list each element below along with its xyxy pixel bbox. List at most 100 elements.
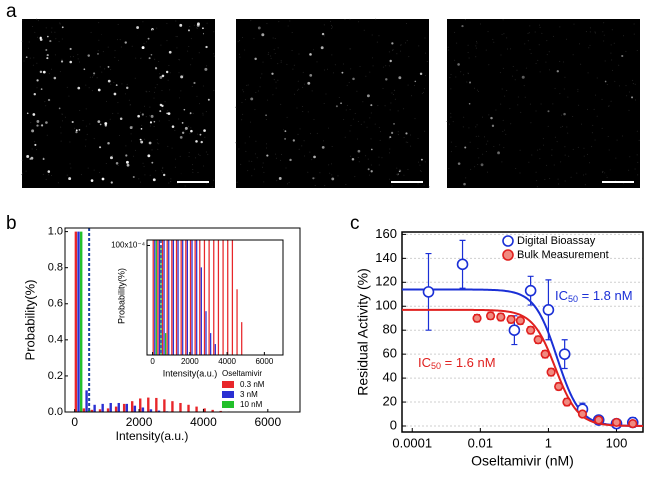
background-speck <box>374 123 376 125</box>
data-point <box>628 419 638 429</box>
background-speck <box>502 19 504 21</box>
fluorescent-spot <box>42 70 46 74</box>
background-speck <box>495 109 497 111</box>
background-speck <box>414 84 416 86</box>
fluorescent-spot <box>463 182 466 186</box>
fluorescent-spot <box>99 146 102 149</box>
background-speck <box>303 140 305 142</box>
fluorescent-spot <box>167 112 171 116</box>
background-speck <box>158 143 160 145</box>
background-speck <box>529 25 531 27</box>
background-speck <box>312 49 314 51</box>
background-speck <box>34 141 36 143</box>
background-speck <box>265 147 267 149</box>
background-speck <box>500 54 502 56</box>
background-speck <box>154 87 156 89</box>
background-speck <box>142 162 144 164</box>
background-speck <box>132 125 134 127</box>
background-speck <box>559 26 561 28</box>
background-speck <box>546 164 548 166</box>
bar <box>180 240 182 355</box>
background-speck <box>541 32 543 34</box>
background-speck <box>55 38 57 40</box>
background-speck <box>130 133 132 135</box>
fluorescent-spot <box>115 162 119 165</box>
background-speck <box>69 56 71 58</box>
background-speck <box>107 46 109 48</box>
y-tick-label: 0.2 <box>48 370 63 382</box>
background-speck <box>174 129 176 131</box>
fluorescent-spot <box>132 176 135 179</box>
background-speck <box>274 38 276 40</box>
fluorescent-spot <box>151 28 154 31</box>
background-speck <box>250 20 252 22</box>
background-speck <box>463 116 465 118</box>
fluorescent-spot <box>47 98 51 102</box>
background-speck <box>552 35 554 37</box>
background-speck <box>410 145 412 147</box>
background-speck <box>30 122 32 124</box>
background-speck <box>31 148 33 150</box>
fluorescent-spot <box>115 84 118 87</box>
plot-frame <box>64 227 301 413</box>
background-speck <box>487 140 489 142</box>
scale-bar-label: 100 μm <box>603 168 633 178</box>
background-speck <box>242 89 244 91</box>
fluorescent-spot <box>461 24 464 28</box>
background-speck <box>539 27 541 29</box>
background-speck <box>278 21 280 23</box>
background-speck <box>609 169 611 171</box>
bar <box>149 409 153 412</box>
fluorescent-spot <box>250 97 254 101</box>
background-speck <box>325 93 327 95</box>
background-speck <box>82 119 84 121</box>
background-speck <box>161 171 163 173</box>
background-speck <box>202 85 204 87</box>
data-point <box>456 258 469 271</box>
background-speck <box>632 79 634 81</box>
background-speck <box>178 72 180 74</box>
background-speck <box>468 57 470 59</box>
bar <box>231 240 234 355</box>
background-speck <box>206 183 208 185</box>
background-speck <box>376 41 378 43</box>
background-speck <box>612 69 614 71</box>
background-speck <box>403 174 405 176</box>
background-speck <box>21 174 23 176</box>
background-speck <box>46 134 48 136</box>
background-speck <box>499 72 501 74</box>
y-tick-label: 0.6 <box>48 298 63 310</box>
background-speck <box>51 31 53 33</box>
background-speck <box>281 153 283 155</box>
bar <box>114 406 118 412</box>
background-speck <box>560 114 562 116</box>
background-speck <box>460 71 462 73</box>
background-speck <box>241 102 243 104</box>
background-speck <box>167 145 169 147</box>
background-speck <box>59 23 61 25</box>
background-speck <box>153 125 155 127</box>
background-speck <box>132 155 134 157</box>
background-speck <box>247 84 249 86</box>
background-speck <box>329 172 331 174</box>
background-speck <box>309 151 311 153</box>
background-speck <box>485 150 487 152</box>
fluorescent-spot <box>47 170 51 173</box>
background-speck <box>424 75 426 77</box>
background-speck <box>64 116 66 118</box>
background-speck <box>257 90 259 92</box>
x-tick-label: 0 <box>150 357 155 366</box>
background-speck <box>397 131 399 133</box>
background-speck <box>406 23 408 25</box>
background-speck <box>96 77 98 79</box>
background-speck <box>420 171 422 173</box>
background-speck <box>167 110 169 112</box>
background-speck <box>474 166 476 168</box>
background-speck <box>177 183 179 185</box>
background-speck <box>33 57 35 59</box>
background-speck <box>276 180 278 182</box>
background-speck <box>270 57 272 59</box>
background-speck <box>21 40 23 42</box>
background-speck <box>105 162 107 164</box>
background-speck <box>466 81 468 83</box>
